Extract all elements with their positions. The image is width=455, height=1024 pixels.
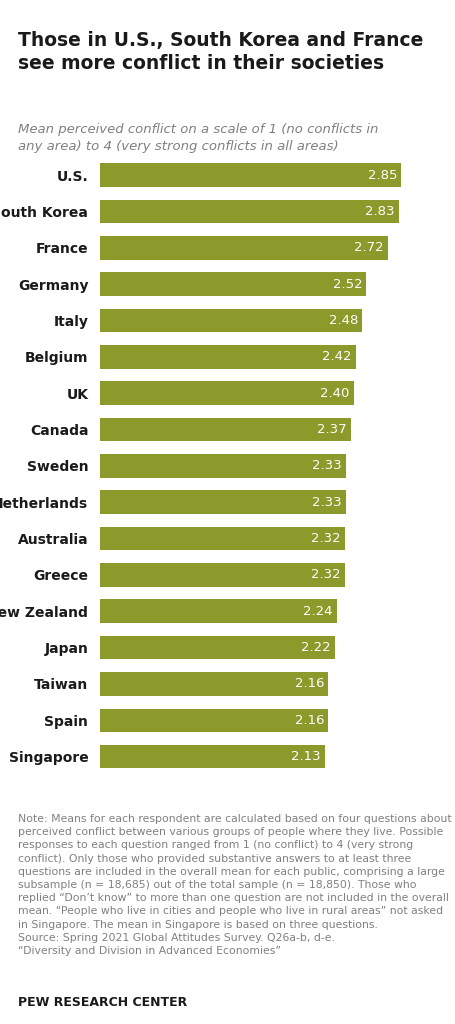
Text: 2.83: 2.83: [365, 205, 395, 218]
Bar: [100, 200, 399, 223]
Text: 2.40: 2.40: [320, 387, 349, 399]
Text: 2.13: 2.13: [291, 751, 321, 763]
Bar: [100, 418, 350, 441]
Bar: [100, 237, 388, 260]
Bar: [100, 454, 346, 478]
Text: 2.48: 2.48: [329, 314, 358, 327]
Bar: [100, 490, 346, 514]
Text: Mean perceived conflict on a scale of 1 (no conflicts in
any area) to 4 (very st: Mean perceived conflict on a scale of 1 …: [18, 123, 379, 153]
Bar: [100, 636, 335, 659]
Bar: [100, 709, 329, 732]
Bar: [100, 381, 354, 406]
Text: 2.24: 2.24: [303, 605, 333, 617]
Text: 2.16: 2.16: [295, 714, 324, 727]
Text: Note: Means for each respondent are calculated based on four questions about per: Note: Means for each respondent are calc…: [18, 814, 452, 956]
Text: 2.33: 2.33: [313, 460, 342, 472]
Text: 2.42: 2.42: [322, 350, 352, 364]
Text: 2.16: 2.16: [295, 678, 324, 690]
Text: 2.33: 2.33: [313, 496, 342, 509]
Bar: [100, 345, 356, 369]
Bar: [100, 272, 366, 296]
Text: 2.37: 2.37: [317, 423, 346, 436]
Text: PEW RESEARCH CENTER: PEW RESEARCH CENTER: [18, 995, 187, 1009]
Bar: [100, 599, 337, 623]
Text: 2.52: 2.52: [333, 278, 362, 291]
Text: 2.85: 2.85: [368, 169, 397, 181]
Text: 2.32: 2.32: [311, 568, 341, 582]
Text: 2.22: 2.22: [301, 641, 330, 654]
Bar: [100, 309, 362, 333]
Bar: [100, 526, 345, 551]
Text: 2.32: 2.32: [311, 532, 341, 545]
Text: Those in U.S., South Korea and France
see more conflict in their societies: Those in U.S., South Korea and France se…: [18, 31, 424, 74]
Bar: [100, 672, 329, 695]
Bar: [100, 744, 325, 768]
Text: 2.72: 2.72: [354, 242, 383, 254]
Bar: [100, 164, 401, 187]
Bar: [100, 563, 345, 587]
